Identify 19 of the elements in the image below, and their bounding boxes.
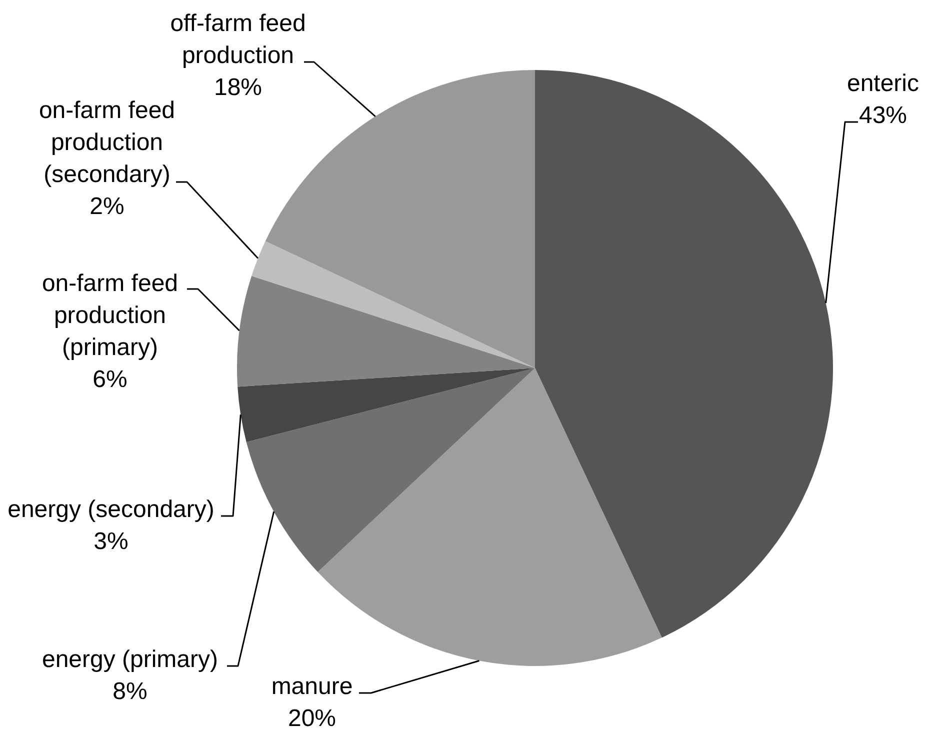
slice-label: energy (secondary): [8, 496, 214, 523]
pie-slice: [252, 241, 535, 368]
pie-slice: [238, 368, 535, 442]
pie-slice: [246, 368, 535, 572]
slice-label: enteric: [846, 70, 920, 97]
data-label: 2%: [90, 193, 124, 220]
data-label: 3%: [94, 528, 128, 555]
data-label: 43%: [858, 102, 908, 129]
pie-slice: [237, 276, 535, 387]
slice-label: manure: [271, 673, 353, 700]
slice-label: energy (primary): [42, 646, 218, 673]
slice-label: on-farm feed production (secondary): [38, 97, 176, 188]
pie-slice: [535, 70, 833, 638]
data-label: 8%: [112, 678, 148, 705]
slice-label: on-farm feed production (primary): [42, 270, 178, 361]
slice-label: off-farm feed production: [170, 10, 306, 69]
data-label: 20%: [288, 705, 336, 731]
data-label: 6%: [92, 366, 128, 393]
data-label: 18%: [214, 74, 262, 101]
